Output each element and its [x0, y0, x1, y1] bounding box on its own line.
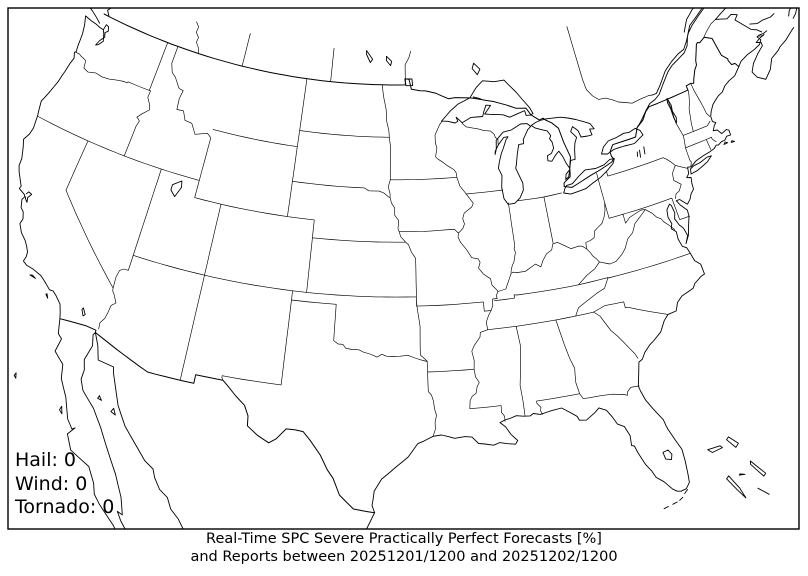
tornado-count-label: Tornado: 0	[15, 496, 115, 518]
report-counts: Hail: 0 Wind: 0 Tornado: 0	[15, 449, 114, 520]
lakes-layer	[81, 50, 677, 461]
figure-caption: Real-Time SPC Severe Practically Perfect…	[0, 531, 808, 566]
hail-count-label: Hail: 0	[15, 449, 77, 471]
caption-line-2: and Reports between 20251201/1200 and 20…	[190, 548, 618, 565]
wind-count-label: Wind: 0	[15, 472, 88, 495]
caption-line-1: Real-Time SPC Severe Practically Perfect…	[206, 531, 602, 547]
state-borders-layer	[37, 19, 764, 437]
map-frame-border	[7, 7, 800, 530]
coastlines-layer	[13, 8, 798, 529]
national-borders-layer	[59, 13, 740, 514]
